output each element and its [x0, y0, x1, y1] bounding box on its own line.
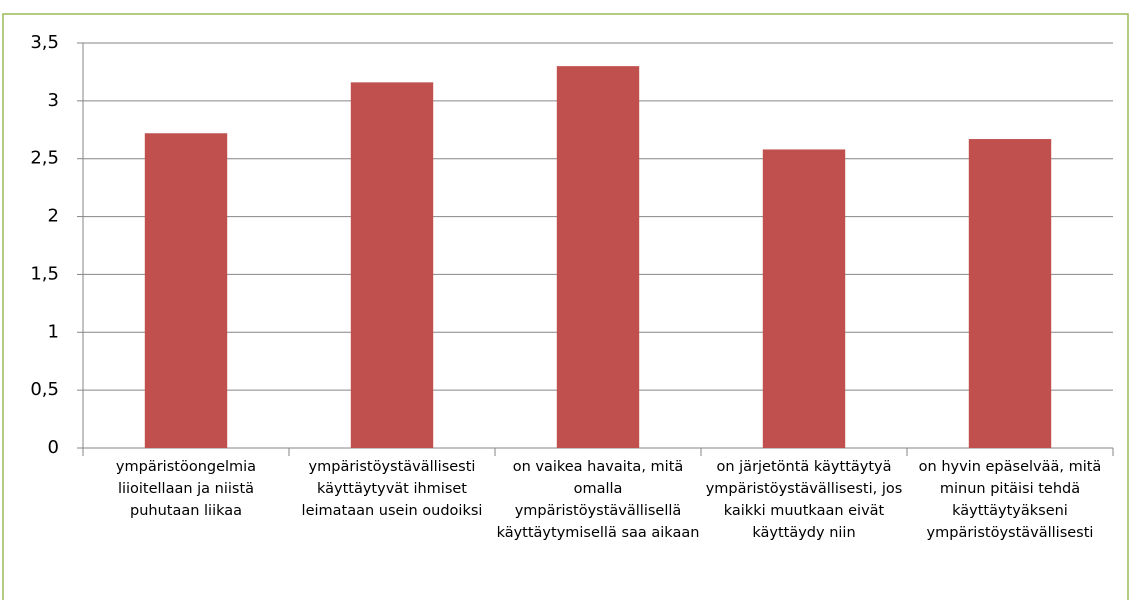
- y-tick-label: 3: [48, 90, 59, 111]
- y-tick-label: 0,5: [30, 379, 59, 400]
- frame: [2, 13, 1129, 600]
- x-tick-label: on järjetöntä käyttäytyä ympäristöystävä…: [705, 459, 903, 541]
- y-tick-label: 2: [48, 206, 59, 227]
- x-tick-label: ympäristöystävällisesti käyttäytyvät ihm…: [301, 459, 483, 519]
- bar: [762, 149, 846, 448]
- y-tick-label: 3,5: [30, 32, 59, 53]
- bar: [350, 82, 434, 448]
- y-tick-label: 2,5: [30, 148, 59, 169]
- bar: [144, 133, 228, 448]
- y-tick-label: 1: [48, 321, 59, 342]
- x-tick-label: on hyvin epäselvää, mitä minun pitäisi t…: [918, 459, 1102, 541]
- y-tick-label: 0: [48, 437, 59, 458]
- x-tick-label: on vaikea havaita, mitä omalla ympäristö…: [496, 459, 700, 541]
- x-tick-label: ympäristöongelmia liioitellaan ja niistä…: [115, 459, 257, 519]
- bar: [968, 139, 1052, 449]
- y-tick-label: 1,5: [30, 263, 59, 284]
- bar: [556, 66, 640, 449]
